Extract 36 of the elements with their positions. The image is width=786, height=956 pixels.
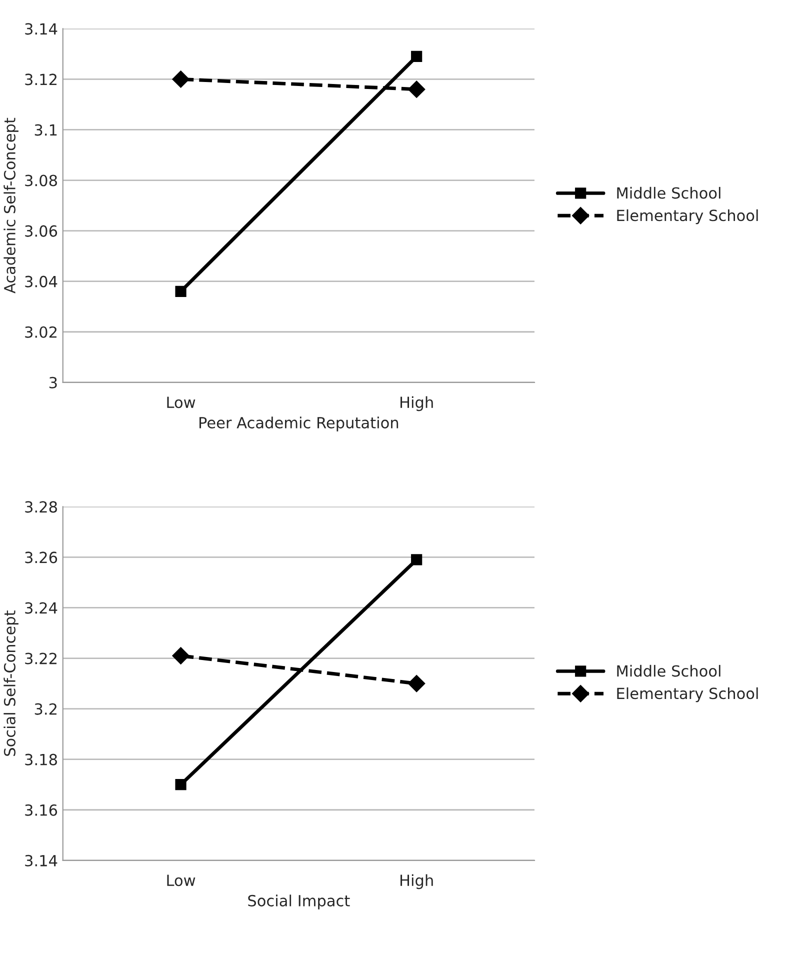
legend-label: Middle School	[617, 186, 720, 199]
point	[408, 80, 426, 98]
x-tick-label: High	[400, 396, 433, 412]
y-tick-label: 3.14	[25, 23, 58, 35]
x-axis-title: Peer Academic Reputation	[200, 416, 398, 432]
x-tick-label: Low	[167, 396, 196, 408]
point	[175, 779, 186, 790]
x-axis-title: Social Impact	[248, 894, 350, 910]
point	[411, 50, 422, 62]
legend-label: Middle School	[617, 664, 720, 677]
point	[172, 647, 190, 664]
point	[408, 674, 426, 692]
y-axis-title: Social Self-Concept	[4, 610, 18, 756]
point	[172, 70, 190, 88]
x-tick-label: Low	[167, 874, 196, 886]
y-tick-label: 3.2	[34, 703, 56, 715]
legend-label: Elementary School	[617, 687, 758, 702]
x-tick-label: High	[400, 874, 433, 890]
y-tick-label: 3.24	[25, 602, 58, 614]
legend-label: Elementary School	[617, 209, 758, 224]
y-tick-label: 3.22	[25, 652, 56, 664]
y-axis-title: Academic Self-Concept	[4, 118, 18, 294]
y-tick-label: 3	[49, 376, 57, 388]
y-tick-label: 3.14	[25, 854, 58, 866]
y-tick-label: 3.12	[25, 74, 56, 86]
y-tick-label: 3.08	[25, 174, 57, 186]
y-tick-label: 3.1	[34, 124, 57, 136]
y-tick-label: 3.26	[25, 552, 58, 564]
point	[175, 286, 186, 297]
y-tick-label: 3.18	[25, 754, 57, 766]
y-tick-label: 3.02	[25, 326, 56, 338]
y-tick-label: 3.04	[25, 276, 58, 288]
y-tick-label: 3.06	[25, 225, 58, 237]
y-tick-label: 3.16	[25, 804, 58, 816]
point	[411, 554, 422, 566]
y-tick-label: 3.28	[25, 501, 57, 513]
